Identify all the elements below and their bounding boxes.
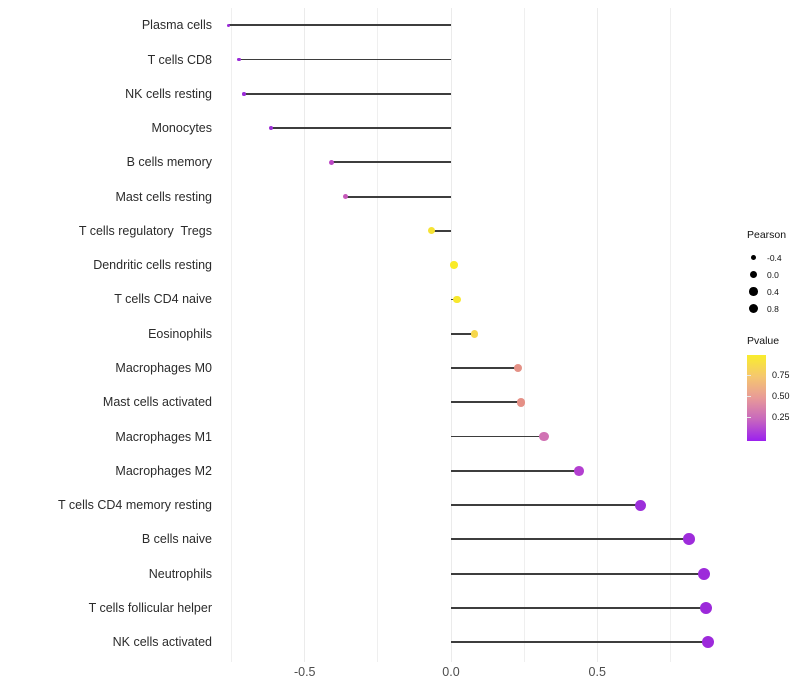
- lollipop-segment: [451, 538, 690, 541]
- legend-dot-box: [747, 251, 760, 264]
- x-axis-tick-label: 0.0: [442, 665, 460, 679]
- y-axis-label: Eosinophils: [148, 326, 212, 341]
- legend-size-label: 0.4: [767, 286, 779, 297]
- lollipop-dot: [237, 57, 241, 62]
- lollipop-segment: [228, 24, 451, 27]
- legend-size-dot-icon: [749, 270, 758, 279]
- y-axis-label: Macrophages M2: [115, 463, 212, 478]
- legend-dot-box: [747, 302, 760, 315]
- legend-pearson-entry: 0.4: [747, 283, 786, 300]
- y-axis-label: B cells naive: [141, 532, 212, 547]
- y-axis-label: T cells CD8: [147, 52, 212, 67]
- lollipop-dot: [450, 261, 458, 269]
- lollipop-segment: [451, 401, 522, 404]
- lollipop-dot: [574, 465, 584, 476]
- lollipop-dot: [702, 636, 715, 649]
- legend-pearson: Pearson -0.4 0.0 0.4 0.8: [747, 229, 786, 317]
- gridline: [231, 8, 233, 662]
- legend-pvalue-title: Pvalue: [747, 335, 780, 347]
- legend-size-dot-icon: [750, 254, 757, 261]
- lollipop-dot: [700, 601, 713, 614]
- legend-dot-box: [747, 285, 760, 298]
- x-axis-tick-label: 0.5: [588, 665, 606, 679]
- lollipop-dot: [343, 193, 349, 200]
- lollipop-dot: [634, 499, 646, 511]
- legend-size-label: 0.0: [767, 269, 779, 280]
- colorbar-tick-label: 0.50: [772, 391, 790, 401]
- lollipop-dot: [227, 23, 231, 27]
- legend-pearson-entry: -0.4: [747, 249, 786, 266]
- lollipop-dot: [242, 92, 246, 96]
- legend-pearson-entries: -0.4 0.0 0.4 0.8: [747, 249, 786, 317]
- lollipop-segment: [345, 195, 451, 198]
- legend-pearson-title: Pearson: [747, 229, 787, 241]
- y-axis-label: Dendritic cells resting: [93, 258, 212, 273]
- y-axis-label: Macrophages M0: [115, 361, 212, 375]
- legend-pearson-entry: 0.8: [747, 300, 786, 317]
- y-axis-label: Mast cells resting: [115, 189, 212, 204]
- y-axis-label: NK cells resting: [125, 86, 212, 101]
- lollipop-dot: [268, 126, 273, 131]
- lollipop-segment: [431, 230, 451, 232]
- lollipop-dot: [328, 159, 334, 165]
- lollipop-segment: [451, 572, 705, 575]
- gridline: [669, 8, 671, 662]
- lollipop-segment: [238, 58, 451, 61]
- y-axis-label: Monocytes: [151, 121, 212, 136]
- y-axis-label: NK cells activated: [112, 635, 212, 650]
- colorbar-tick-label: 0.25: [772, 412, 790, 422]
- y-axis-label: T cells CD4 naive: [114, 292, 212, 307]
- x-axis-tick-label: -0.5: [293, 665, 316, 679]
- lollipop-dot: [428, 227, 436, 235]
- pvalue-colorbar: [747, 355, 766, 441]
- colorbar-tick: [747, 375, 751, 376]
- lollipop-dot: [539, 431, 549, 442]
- lollipop-dot: [516, 397, 526, 407]
- legend-pvalue: Pvalue 0.75 0.50 0.25: [747, 335, 790, 441]
- y-axis-label: Macrophages M1: [115, 429, 212, 444]
- y-axis-label: T cells follicular helper: [88, 600, 212, 615]
- y-axis-label: B cells memory: [126, 155, 212, 170]
- legend-size-label: -0.4: [767, 252, 782, 263]
- lollipop-dot: [683, 533, 696, 546]
- gridline: [596, 8, 598, 662]
- lollipop-dot: [470, 329, 479, 338]
- legend-dot-box: [747, 268, 760, 281]
- gridline: [304, 8, 306, 662]
- gridline: [377, 8, 379, 662]
- y-axis-label: Mast cells activated: [102, 395, 212, 410]
- lollipop-segment: [331, 161, 451, 164]
- colorbar-tick: [747, 417, 751, 418]
- legend-size-dot-icon: [748, 303, 759, 314]
- lollipop-segment: [451, 367, 518, 369]
- y-axis-label: Neutrophils: [148, 566, 212, 581]
- pvalue-colorbar-wrap: 0.75 0.50 0.25: [747, 355, 790, 441]
- lollipop-dot: [453, 295, 461, 304]
- legend-size-dot-icon: [749, 287, 758, 296]
- colorbar-tick-label: 0.75: [772, 370, 790, 380]
- legend-pearson-entry: 0.0: [747, 266, 786, 283]
- lollipop-segment: [451, 435, 544, 438]
- lollipop-segment: [451, 606, 707, 609]
- lollipop-segment: [243, 92, 451, 95]
- colorbar-tick: [747, 396, 751, 397]
- lollipop-segment: [270, 127, 451, 129]
- y-axis-label: T cells regulatory Tregs: [78, 223, 212, 238]
- legend-size-label: 0.8: [767, 303, 779, 314]
- gridline: [523, 8, 525, 662]
- lollipop-segment: [451, 469, 580, 472]
- lollipop-segment: [451, 641, 709, 644]
- y-axis-label: Plasma cells: [141, 18, 212, 33]
- lollipop-dot: [513, 363, 523, 373]
- y-axis-label: T cells CD4 memory resting: [58, 498, 212, 513]
- gridline: [450, 8, 452, 662]
- lollipop-segment: [451, 504, 641, 506]
- lollipop-dot: [698, 567, 711, 580]
- lollipop-segment: [451, 332, 475, 335]
